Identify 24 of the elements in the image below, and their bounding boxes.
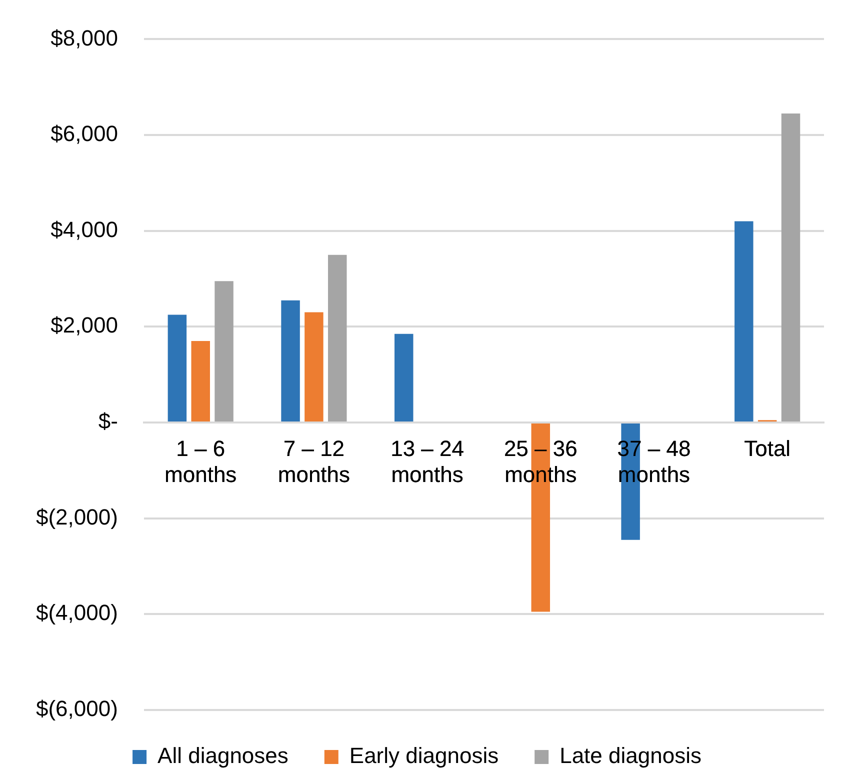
y-tick-label: $4,000 xyxy=(50,216,118,242)
bar xyxy=(394,334,414,422)
bar xyxy=(214,281,234,422)
bar xyxy=(168,314,187,422)
bar xyxy=(281,300,300,422)
y-tick-label: $(6,000) xyxy=(36,696,118,722)
bar xyxy=(191,341,210,422)
x-tick-label: 7 – 12 months xyxy=(278,436,350,488)
bar xyxy=(781,113,800,422)
legend-label: Early diagnosis xyxy=(349,743,499,768)
legend-label: Late diagnosis xyxy=(560,743,702,768)
bar xyxy=(328,254,347,422)
x-tick-label: Total xyxy=(744,436,791,461)
x-tick-label: 1 – 6 months xyxy=(164,436,237,488)
x-tick-label: 13 – 24 months xyxy=(390,436,464,488)
legend-label: All diagnoses xyxy=(158,743,288,768)
bar xyxy=(734,221,754,422)
y-tick-label: $- xyxy=(98,408,118,434)
y-tick-label: $2,000 xyxy=(50,312,118,338)
y-tick-label: $(2,000) xyxy=(36,504,118,530)
y-tick-label: $8,000 xyxy=(50,25,118,50)
y-tick-label: $6,000 xyxy=(50,121,118,146)
y-tick-label: $(4,000) xyxy=(36,600,118,626)
bar xyxy=(304,312,324,422)
